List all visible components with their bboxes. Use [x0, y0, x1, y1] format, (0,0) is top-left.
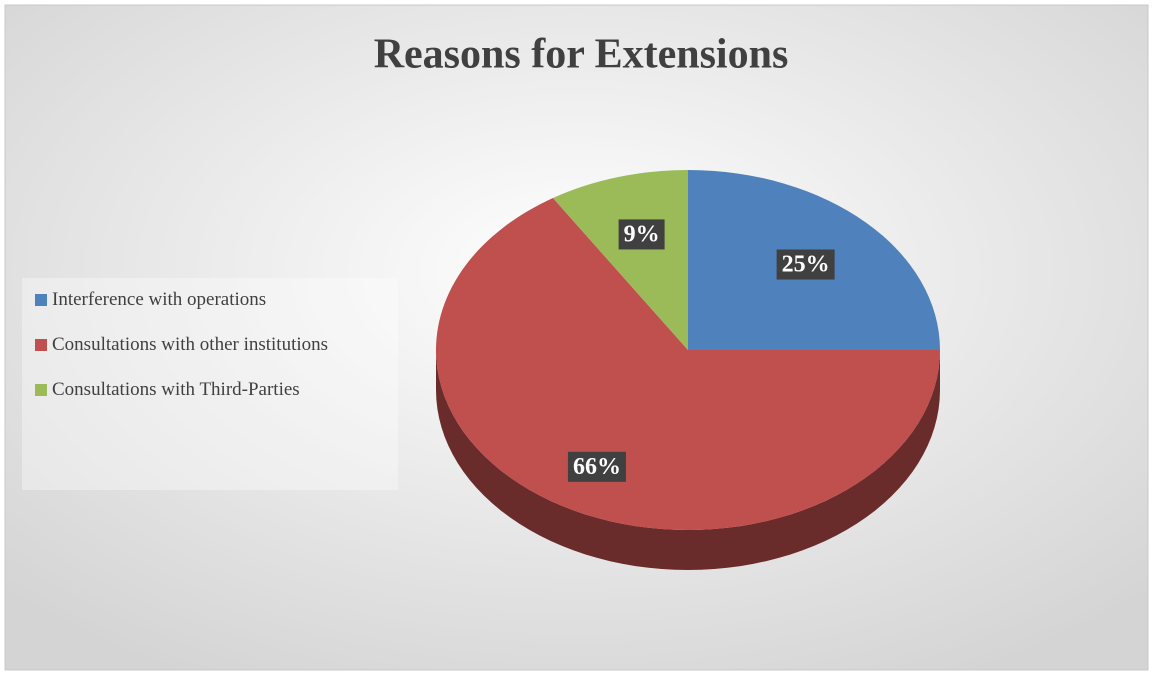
- legend-swatch: [35, 294, 47, 306]
- legend-swatch: [35, 384, 47, 396]
- data-label: 66%: [567, 451, 626, 482]
- data-label-box: [618, 219, 665, 250]
- slice: [436, 198, 940, 530]
- data-label-text: 9%: [624, 221, 660, 247]
- legend-label: Interference with operations: [52, 289, 267, 310]
- legend-entry: Interference with operations: [32, 288, 388, 311]
- data-label: 25%: [776, 249, 835, 280]
- slice: [552, 170, 688, 350]
- data-label-text: 25%: [782, 251, 830, 277]
- data-label-box: [567, 451, 626, 482]
- legend-label: Consultations with Third-Parties: [52, 379, 300, 400]
- data-label-box: [776, 249, 835, 280]
- data-label: 9%: [618, 219, 665, 250]
- data-label-text: 66%: [573, 454, 621, 480]
- legend: Interference with operations Consultation…: [22, 278, 398, 490]
- legend-swatch: [35, 339, 47, 351]
- legend-entry: Consultations with Third-Parties: [32, 378, 388, 401]
- chart-title: Reasons for Extensions: [374, 32, 789, 78]
- legend-label: Consultations with other institutions: [52, 334, 329, 355]
- slice-side: [436, 350, 940, 570]
- legend-entry: Consultations with other institutions: [32, 333, 388, 356]
